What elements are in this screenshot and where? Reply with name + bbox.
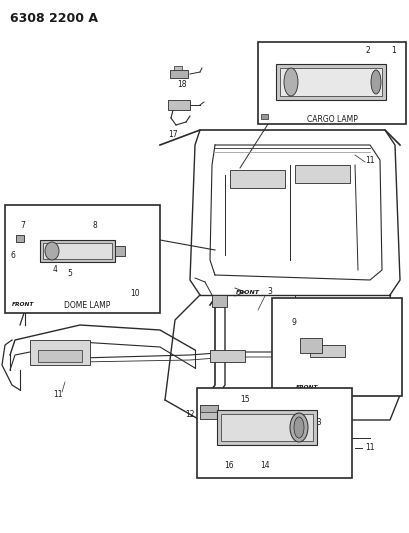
Bar bbox=[30, 340, 90, 365]
Ellipse shape bbox=[289, 413, 307, 442]
Bar bbox=[200, 405, 218, 419]
Bar bbox=[299, 338, 321, 353]
Bar bbox=[173, 66, 182, 70]
Bar bbox=[229, 170, 284, 188]
Bar bbox=[168, 100, 189, 110]
Text: 18: 18 bbox=[177, 79, 186, 88]
Text: 10: 10 bbox=[130, 288, 139, 297]
Bar bbox=[170, 70, 188, 78]
Text: 12: 12 bbox=[185, 410, 194, 419]
Bar bbox=[257, 42, 405, 124]
Bar bbox=[216, 410, 316, 445]
Text: 3: 3 bbox=[267, 287, 272, 296]
Bar bbox=[220, 414, 312, 441]
Text: 8: 8 bbox=[92, 221, 97, 230]
Text: 11: 11 bbox=[53, 391, 63, 400]
Text: 9: 9 bbox=[291, 319, 296, 327]
Text: 7: 7 bbox=[20, 221, 25, 230]
Bar bbox=[275, 64, 385, 100]
Bar bbox=[309, 345, 344, 357]
Text: 13: 13 bbox=[311, 418, 321, 427]
Bar bbox=[200, 405, 218, 412]
Text: 14: 14 bbox=[260, 462, 269, 471]
Text: FRONT: FRONT bbox=[236, 289, 259, 295]
Text: FRONT: FRONT bbox=[295, 385, 317, 391]
Ellipse shape bbox=[283, 68, 297, 96]
Text: 6308 2200 A: 6308 2200 A bbox=[10, 12, 98, 25]
Text: 4: 4 bbox=[52, 265, 57, 274]
Text: 1: 1 bbox=[391, 45, 396, 54]
Text: 5: 5 bbox=[67, 269, 72, 278]
Text: 6: 6 bbox=[11, 251, 16, 260]
Text: 11: 11 bbox=[364, 443, 374, 453]
Bar bbox=[271, 298, 401, 396]
Text: 15: 15 bbox=[240, 395, 249, 405]
Ellipse shape bbox=[293, 417, 303, 438]
Bar bbox=[40, 240, 115, 262]
Ellipse shape bbox=[45, 242, 59, 260]
Text: FRONT: FRONT bbox=[12, 303, 34, 308]
Text: 17: 17 bbox=[168, 130, 178, 139]
Bar bbox=[43, 243, 112, 259]
Bar bbox=[38, 350, 82, 362]
Text: CARGO LAMP: CARGO LAMP bbox=[306, 115, 357, 124]
Ellipse shape bbox=[370, 70, 380, 94]
Bar bbox=[294, 165, 349, 183]
Bar bbox=[115, 246, 125, 256]
Text: 16: 16 bbox=[224, 462, 233, 471]
Bar bbox=[279, 68, 381, 96]
Bar bbox=[5, 205, 160, 313]
Bar bbox=[196, 388, 351, 478]
Bar bbox=[261, 114, 267, 119]
Text: DOME LAMP: DOME LAMP bbox=[64, 301, 110, 310]
Text: 2: 2 bbox=[365, 45, 369, 54]
Bar bbox=[16, 235, 24, 242]
Text: 11: 11 bbox=[364, 156, 374, 165]
Bar bbox=[209, 350, 245, 362]
Bar bbox=[211, 295, 227, 307]
